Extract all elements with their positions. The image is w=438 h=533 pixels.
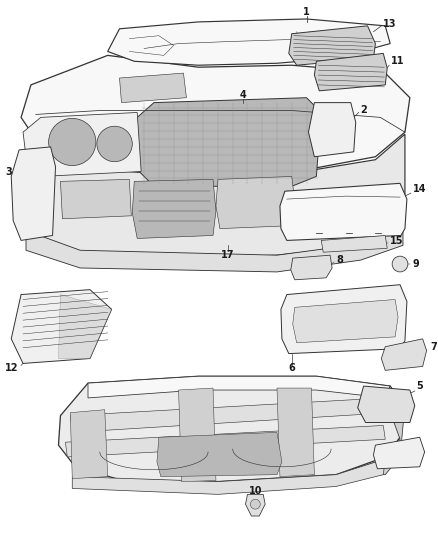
Polygon shape (216, 176, 295, 229)
Polygon shape (314, 53, 387, 91)
Text: 4: 4 (239, 90, 246, 100)
Circle shape (49, 118, 96, 166)
Text: 11: 11 (391, 56, 405, 66)
Polygon shape (308, 103, 356, 157)
Text: 13: 13 (383, 19, 397, 29)
Text: 8: 8 (336, 255, 343, 265)
Text: 3: 3 (5, 166, 12, 176)
Polygon shape (59, 295, 112, 359)
Polygon shape (72, 459, 385, 494)
Polygon shape (11, 147, 56, 240)
Text: 12: 12 (5, 364, 19, 374)
Text: 5: 5 (417, 381, 424, 391)
Text: 15: 15 (390, 237, 404, 246)
Polygon shape (289, 26, 375, 65)
Text: 9: 9 (413, 259, 420, 269)
Text: 1: 1 (303, 7, 310, 17)
Circle shape (251, 499, 260, 509)
Polygon shape (179, 388, 216, 481)
Text: 6: 6 (288, 364, 295, 374)
Polygon shape (277, 388, 314, 477)
Text: 10: 10 (249, 487, 262, 496)
Circle shape (392, 256, 408, 272)
Polygon shape (60, 180, 131, 219)
Polygon shape (21, 55, 410, 176)
Polygon shape (132, 180, 216, 238)
Polygon shape (374, 437, 424, 469)
Polygon shape (245, 494, 265, 516)
Polygon shape (26, 134, 405, 258)
Polygon shape (321, 236, 387, 252)
Polygon shape (88, 376, 390, 398)
Circle shape (97, 126, 132, 161)
Polygon shape (157, 432, 282, 477)
Text: 14: 14 (413, 184, 426, 194)
Text: 17: 17 (221, 250, 234, 260)
Polygon shape (358, 386, 415, 423)
Polygon shape (70, 410, 108, 479)
Polygon shape (137, 98, 321, 186)
Text: 2: 2 (360, 106, 367, 116)
Polygon shape (23, 112, 141, 176)
Text: 7: 7 (431, 342, 437, 352)
Polygon shape (65, 425, 385, 457)
Polygon shape (11, 289, 112, 364)
Polygon shape (26, 221, 403, 272)
Polygon shape (281, 285, 407, 353)
Polygon shape (120, 73, 187, 103)
Polygon shape (381, 339, 427, 370)
Polygon shape (59, 376, 405, 481)
Polygon shape (280, 183, 407, 240)
Polygon shape (293, 300, 398, 343)
Polygon shape (291, 255, 332, 280)
Polygon shape (70, 398, 390, 432)
Polygon shape (108, 19, 390, 65)
Polygon shape (336, 386, 405, 475)
